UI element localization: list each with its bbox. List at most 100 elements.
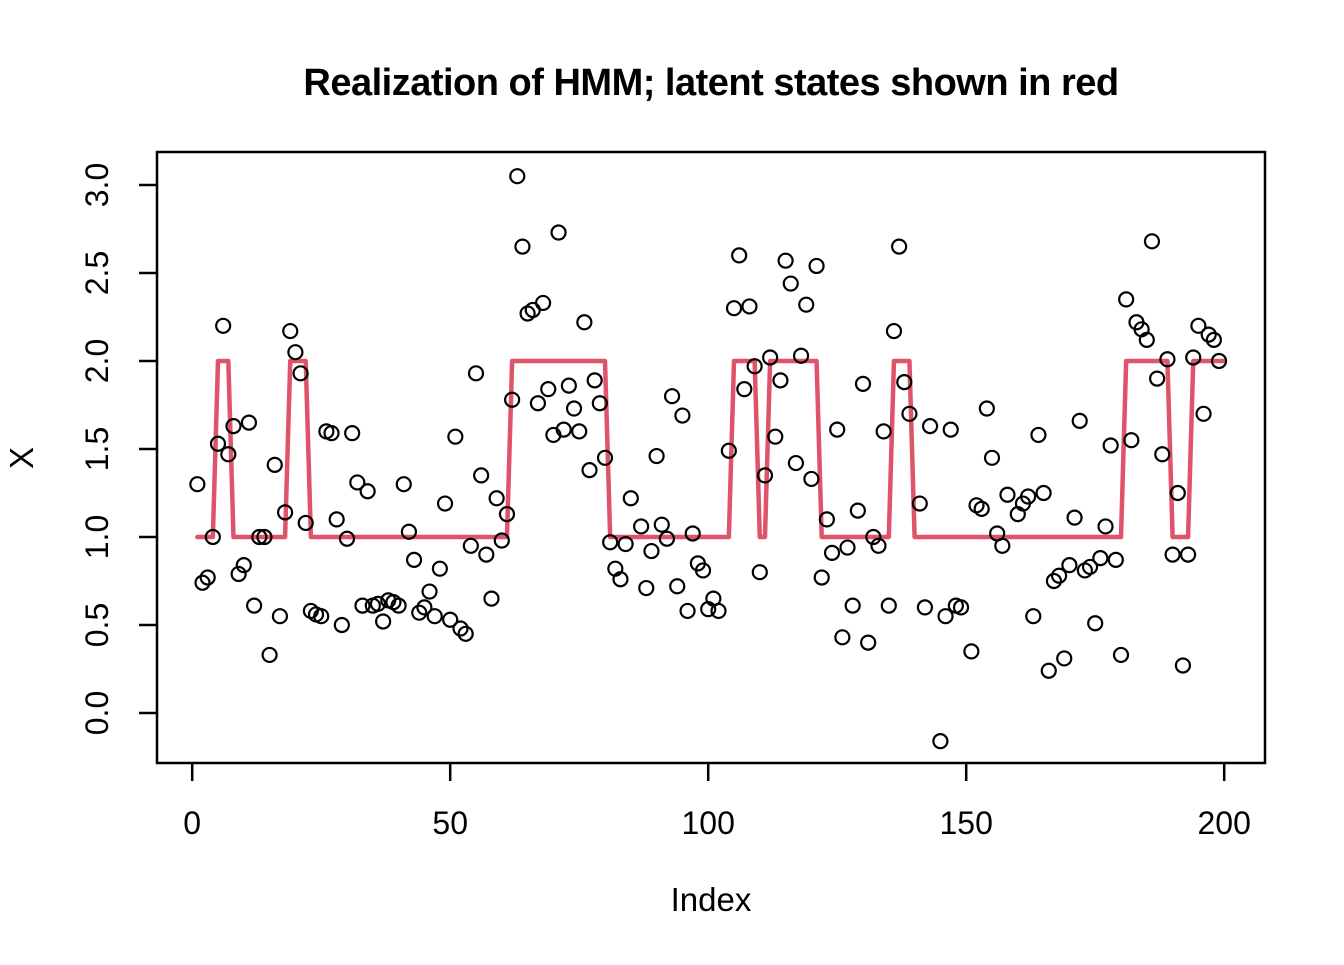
data-point [1107,551,1124,568]
data-point [313,608,330,625]
data-point [1149,370,1166,387]
data-point [762,349,779,366]
data-point [839,539,856,556]
data-point [658,530,676,547]
data-point [983,449,1001,466]
data-point [514,238,531,255]
y-tick-label: 1.5 [79,427,115,471]
data-point [1097,518,1114,535]
data-point [875,423,892,440]
data-point [204,528,221,546]
data-point [1200,326,1217,343]
data-point [194,574,211,591]
data-point [669,578,686,595]
data-point [772,372,789,389]
y-tick-label: 3.0 [79,163,115,207]
data-point [1050,567,1068,584]
data-point [942,421,959,438]
data-point [741,298,758,315]
y-tick-label: 2.5 [79,251,115,295]
data-point [622,490,639,507]
data-point [782,275,799,292]
data-point [963,643,980,660]
data-point [1190,317,1207,334]
data-point [1081,558,1099,576]
data-point [452,620,469,637]
data-point [509,168,526,185]
data-point [488,490,505,507]
data-point [498,506,516,523]
data-point [375,613,392,630]
data-point [581,462,598,479]
data-point [576,314,593,331]
data-point [1040,662,1057,679]
data-point [638,579,655,597]
x-tick-label: 0 [183,805,201,841]
data-point [787,454,805,472]
data-point [354,597,371,614]
data-point [829,421,846,438]
data-point [602,534,619,551]
data-point [808,257,825,275]
data-point [323,425,340,442]
data-point [1169,484,1186,502]
data-point [473,467,490,484]
data-point [266,456,283,473]
data-point [571,423,588,440]
data-point [591,395,608,412]
data-point [937,608,954,625]
data-point [462,537,479,554]
data-point [798,296,815,313]
data-point [596,449,614,466]
x-axis-label: Index [671,881,752,918]
data-point [395,476,412,493]
data-point [860,634,877,651]
x-axis: 0 50 100 150 200 [183,763,1251,841]
data-point [994,537,1011,554]
x-tick-label: 100 [682,805,735,841]
data-point [534,294,552,312]
data-point [911,495,928,512]
data-point [282,322,299,340]
data-point [803,470,820,488]
data-point [436,495,454,512]
data-point [359,483,376,500]
data-point [648,447,665,465]
data-point [952,599,970,616]
data-point [565,400,583,417]
data-point [1030,426,1047,444]
data-point [720,442,737,459]
data-point [710,602,727,620]
data-point [1071,412,1088,429]
data-point [617,535,634,553]
data-point [333,616,350,634]
data-point [235,557,252,574]
data-point [663,388,681,405]
data-point [411,604,428,621]
data-point [1061,557,1078,574]
data-point [973,500,990,517]
data-point [256,528,273,546]
y-tick-label: 0.0 [79,691,115,735]
data-point [653,516,670,533]
data-point [1164,546,1181,563]
data-point [823,544,841,561]
data-point [854,375,872,392]
data-point [555,421,572,438]
data-point [1102,437,1119,454]
data-point [1154,446,1171,463]
data-point [999,486,1016,503]
y-tick-label: 2.0 [79,339,115,383]
data-point [844,597,861,614]
data-point [287,344,304,361]
data-point [1025,608,1042,625]
y-tick-label: 1.0 [79,515,115,559]
data-point [1195,405,1212,422]
data-point [978,400,995,417]
data-point [633,518,650,535]
data-point [1179,546,1197,563]
data-point [1035,484,1052,502]
data-point [767,428,784,445]
